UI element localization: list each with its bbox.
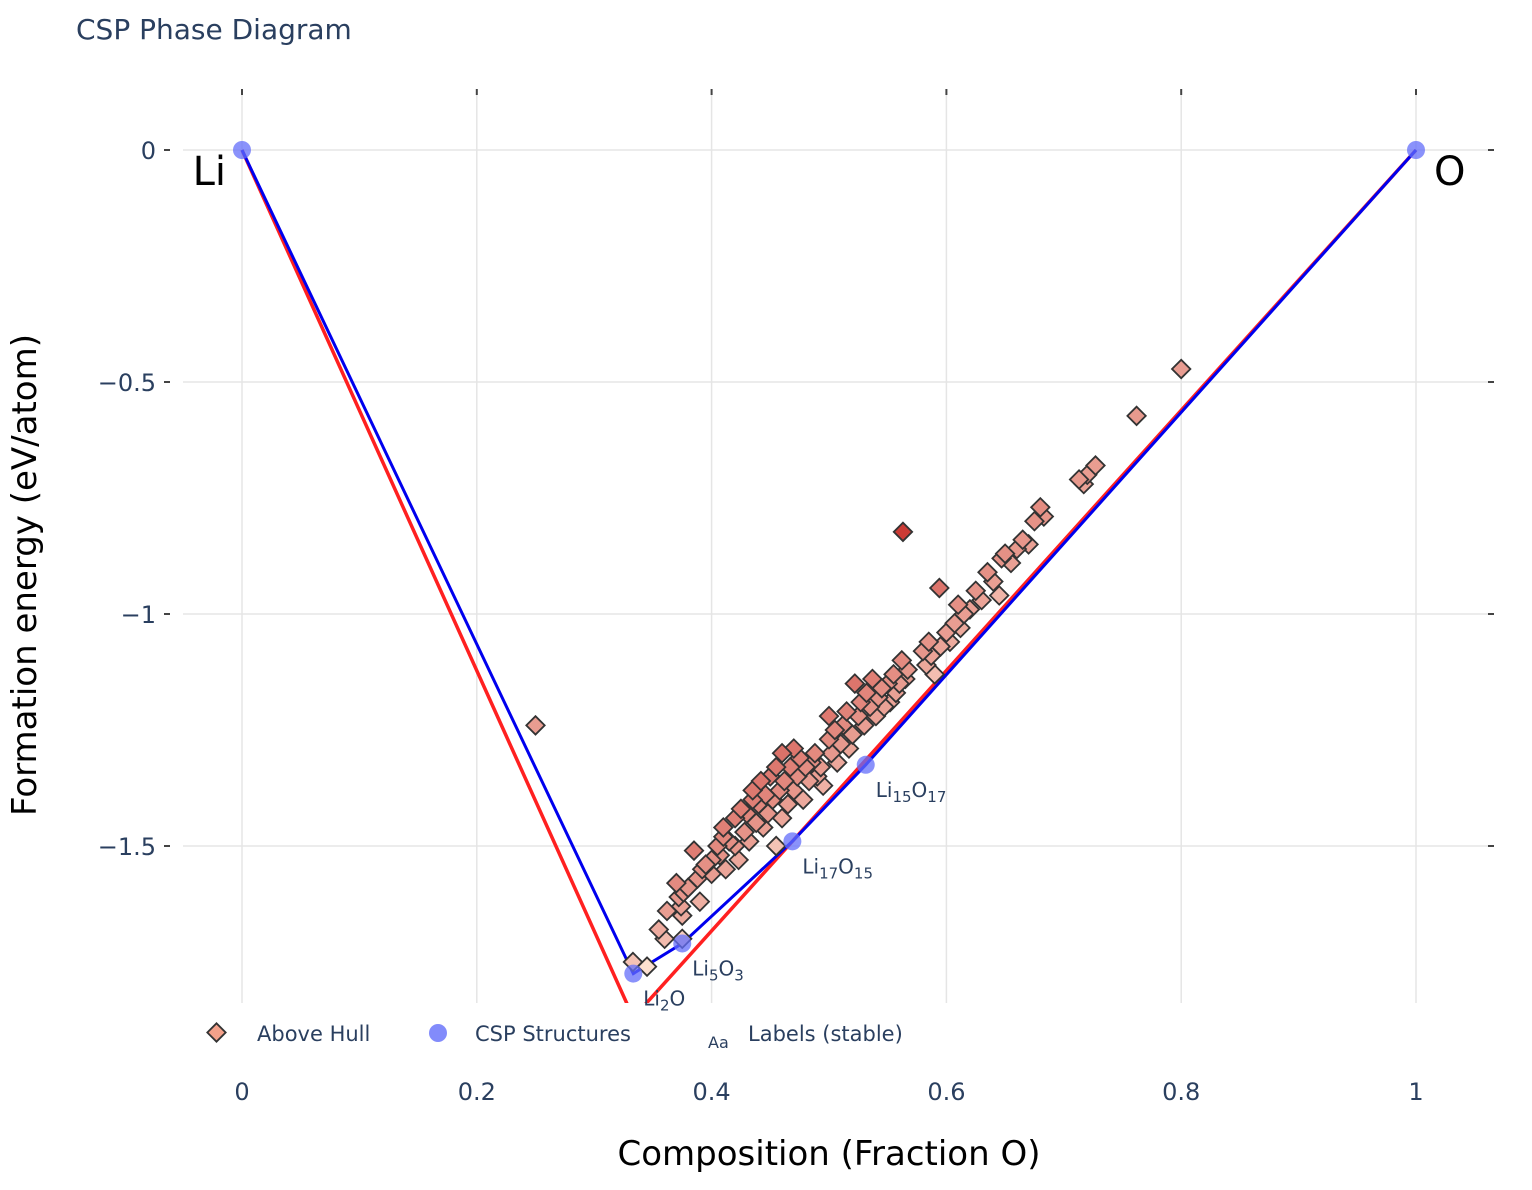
legend: Above Hull CSP Structures Aa Labels (sta… [206,1022,903,1052]
above-hull-point [1012,529,1034,551]
legend-label-above-hull: Above Hull [257,1022,370,1046]
above-hull-point [928,577,950,599]
y-tick-label: 0 [141,137,156,165]
above-hull-point [689,891,711,913]
above-hull-point [695,854,717,876]
legend-item-labels-stable[interactable]: Aa Labels (stable) [708,1022,903,1052]
csp-structure-point [1407,141,1425,159]
hull-lines [240,148,1418,1003]
reference-hull-line [240,148,1418,1003]
above-hull-point [824,719,846,741]
legend-item-csp-structures[interactable]: CSP Structures [429,1022,631,1046]
above-hull-point [777,793,799,815]
above-hull-point [947,594,969,616]
above-hull-point [1023,510,1045,532]
above-hull-point [892,521,914,543]
text-icon: Aa [708,1033,729,1052]
y-axis-title: Formation energy (eV/atom) [5,334,45,816]
x-tick-label: 0 [234,1078,249,1106]
above-hull-point [1170,358,1192,380]
y-tick-label: −0.5 [98,369,156,397]
above-hull-point [656,900,678,922]
above-hull-point [977,561,998,583]
diamond-icon [206,1022,227,1043]
above-hull-point [804,742,826,764]
above-hull-point [844,673,866,695]
csp-structure-point [783,832,802,851]
above-hull-point [771,742,793,764]
x-axis-title: Composition (Fraction O) [618,1134,1041,1174]
legend-item-above-hull[interactable]: Above Hull [206,1022,370,1046]
above-hull-point [820,742,842,764]
x-tick-label: 0.4 [693,1078,731,1106]
above-hull-point [994,543,1016,565]
above-hull-markers [525,358,1192,978]
csp-structure-point [233,141,251,159]
x-tick-label: 0.2 [458,1078,496,1106]
legend-label-labels-stable: Labels (stable) [748,1022,903,1046]
csp-structure-markers [233,141,1425,983]
above-hull-point [918,631,940,653]
csp-structure-point [673,934,692,953]
element-label-li: Li [193,149,226,195]
above-hull-point [861,668,883,690]
grid-lines [183,95,1494,1003]
above-hull-point [1029,496,1051,518]
stable-phase-label: Li2O [643,987,685,1015]
above-hull-point [944,612,966,634]
y-tick-label: −1.5 [98,833,156,861]
convex-hull-line [240,148,1418,976]
stable-phase-label: Li15O17 [876,778,947,806]
above-hull-point [856,682,878,704]
above-hull-point [712,816,734,838]
above-hull-point [836,700,858,722]
above-hull-point [818,705,840,727]
csp-structure-point [624,964,643,983]
axis-ticks: 0 0.2 0.4 0.6 0.8 1 0 −0.5 −1 −1.5 [98,89,1494,1106]
above-hull-point [750,770,772,792]
chart-title: CSP Phase Diagram [76,13,352,46]
above-hull-point [683,840,705,862]
x-tick-label: 0.6 [927,1078,965,1106]
above-hull-point [730,798,752,820]
above-hull-point [1068,468,1090,490]
x-tick-label: 1 [1408,1078,1423,1106]
legend-label-csp-structures: CSP Structures [475,1022,631,1046]
above-hull-point [965,580,987,602]
above-hull-point [891,649,913,671]
element-label-o: O [1434,149,1465,195]
above-hull-point [665,872,687,894]
above-hull-point [1085,455,1106,476]
above-hull-point [765,756,787,778]
above-hull-point [1126,405,1148,427]
above-hull-point [734,821,755,843]
above-hull-point [648,919,670,940]
csp-structure-point [856,755,875,774]
stable-phase-label: Li5O3 [692,956,744,984]
element-labels: Li O [193,149,1466,195]
x-tick-label: 0.8 [1162,1078,1200,1106]
above-hull-point [988,584,1010,606]
stable-phase-label: Li17O15 [802,854,873,882]
circle-icon [429,1024,447,1042]
above-hull-point [765,835,787,857]
above-hull-point [883,663,905,685]
y-tick-label: −1 [121,601,156,629]
above-hull-point [525,714,546,736]
above-hull-point [779,756,801,778]
